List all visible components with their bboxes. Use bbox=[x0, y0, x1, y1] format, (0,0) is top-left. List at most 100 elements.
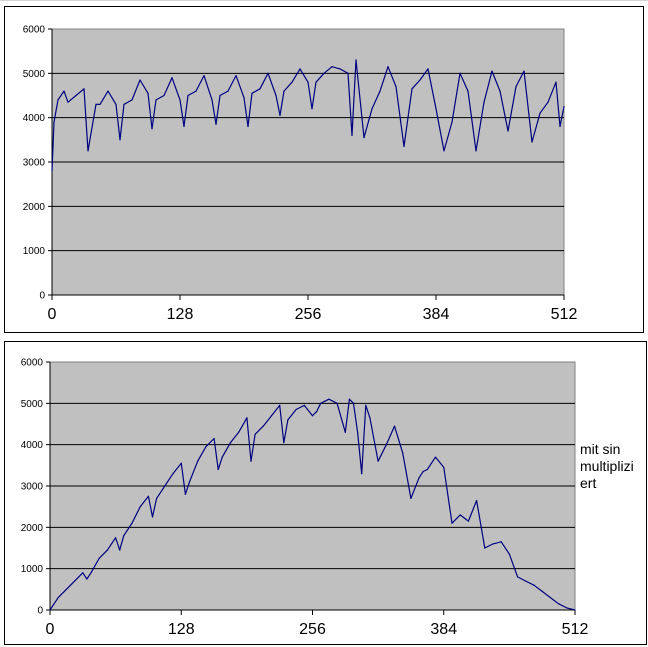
data-point bbox=[187, 94, 189, 97]
data-point bbox=[387, 66, 389, 68]
data-point bbox=[172, 473, 174, 475]
y-tick-label: 5000 bbox=[23, 69, 46, 80]
data-point bbox=[307, 81, 309, 83]
data-point bbox=[418, 477, 420, 479]
data-point bbox=[566, 607, 568, 609]
data-point bbox=[557, 603, 560, 605]
chart-sin-multiplied-signal[interactable]: 0 1000 2000 3000 4000 5000 6000 0 128 256 384 512 bbox=[4, 341, 647, 645]
data-point bbox=[235, 74, 237, 77]
data-point bbox=[195, 90, 197, 92]
data-point bbox=[283, 90, 285, 92]
data-point bbox=[243, 97, 245, 99]
data-point bbox=[549, 597, 551, 599]
x-tick-label: 256 bbox=[299, 621, 326, 638]
y-tick-label: 0 bbox=[39, 291, 45, 302]
data-point bbox=[371, 108, 373, 110]
data-point bbox=[57, 99, 59, 101]
data-point bbox=[123, 103, 125, 105]
cell-note[interactable]: mit sin multiplizi ert bbox=[580, 441, 640, 492]
data-point bbox=[377, 460, 379, 462]
data-point bbox=[515, 86, 517, 88]
data-point bbox=[403, 145, 405, 148]
data-point bbox=[475, 150, 477, 152]
data-point bbox=[139, 79, 141, 81]
x-tick-label: 512 bbox=[551, 306, 578, 323]
data-point bbox=[357, 431, 359, 433]
data-point bbox=[365, 404, 367, 406]
data-point bbox=[419, 79, 421, 81]
data-point bbox=[51, 170, 53, 172]
data-point bbox=[410, 497, 412, 499]
data-point bbox=[320, 402, 322, 404]
y-tick-label: 2000 bbox=[21, 523, 44, 534]
data-point bbox=[251, 92, 253, 94]
data-point bbox=[82, 572, 84, 574]
data-point bbox=[107, 90, 109, 92]
data-point bbox=[238, 431, 240, 433]
x-tick-label: 512 bbox=[562, 621, 589, 638]
data-point bbox=[443, 150, 445, 152]
data-point bbox=[279, 404, 281, 406]
data-point bbox=[171, 77, 173, 79]
data-point bbox=[279, 114, 281, 117]
data-point bbox=[99, 103, 101, 105]
chart-raw-signal-svg: 0 1000 2000 3000 4000 5000 6000 0 128 256 384 512 bbox=[23, 25, 578, 324]
data-point bbox=[295, 408, 297, 411]
data-point bbox=[402, 452, 404, 454]
data-point bbox=[131, 522, 133, 524]
data-point bbox=[57, 597, 59, 599]
data-point bbox=[229, 442, 232, 444]
data-point bbox=[270, 415, 273, 417]
data-point bbox=[328, 398, 330, 400]
data-point bbox=[369, 417, 371, 419]
cell-note-line-2: multiplizi bbox=[580, 458, 634, 474]
data-point bbox=[183, 125, 185, 128]
data-point bbox=[53, 121, 55, 123]
data-point bbox=[98, 557, 100, 559]
data-point bbox=[275, 94, 277, 97]
data-point bbox=[262, 425, 264, 427]
data-point bbox=[347, 72, 349, 74]
data-point bbox=[299, 68, 301, 70]
data-point bbox=[131, 99, 133, 101]
data-point bbox=[74, 580, 76, 582]
data-point bbox=[339, 68, 341, 70]
y-tick-label: 4000 bbox=[23, 113, 46, 124]
data-point bbox=[331, 66, 333, 68]
data-point bbox=[291, 81, 293, 83]
data-point bbox=[508, 553, 510, 555]
data-point bbox=[180, 462, 182, 464]
data-point bbox=[459, 72, 461, 74]
data-point bbox=[75, 94, 77, 97]
data-point bbox=[361, 473, 363, 475]
data-point bbox=[119, 549, 121, 551]
chart-raw-signal[interactable]: 0 1000 2000 3000 4000 5000 6000 0 128 256 384 512 bbox=[4, 6, 644, 333]
data-point bbox=[211, 99, 213, 101]
data-point bbox=[426, 468, 428, 471]
data-point bbox=[213, 437, 215, 440]
data-point bbox=[67, 101, 69, 103]
data-point bbox=[533, 584, 535, 586]
data-point bbox=[184, 493, 186, 495]
data-point bbox=[336, 402, 338, 404]
data-point bbox=[352, 402, 355, 404]
data-point bbox=[574, 609, 576, 611]
data-point bbox=[119, 139, 121, 141]
data-point bbox=[363, 137, 365, 139]
data-point bbox=[147, 495, 150, 497]
data-point bbox=[443, 466, 445, 468]
data-point bbox=[475, 499, 478, 502]
y-tick-label: 2000 bbox=[23, 202, 46, 213]
data-point bbox=[221, 456, 223, 458]
y-tick-label: 0 bbox=[37, 606, 43, 617]
data-point bbox=[393, 425, 396, 427]
data-point bbox=[90, 572, 92, 574]
data-point bbox=[531, 141, 533, 143]
x-tick-label: 256 bbox=[295, 306, 322, 323]
data-point bbox=[491, 70, 493, 72]
data-point bbox=[483, 101, 485, 103]
chart-sin-multiplied-svg: 0 1000 2000 3000 4000 5000 6000 0 128 256 384 512 bbox=[21, 358, 589, 639]
data-point bbox=[164, 485, 166, 487]
data-point bbox=[451, 121, 453, 123]
data-point bbox=[115, 537, 117, 539]
